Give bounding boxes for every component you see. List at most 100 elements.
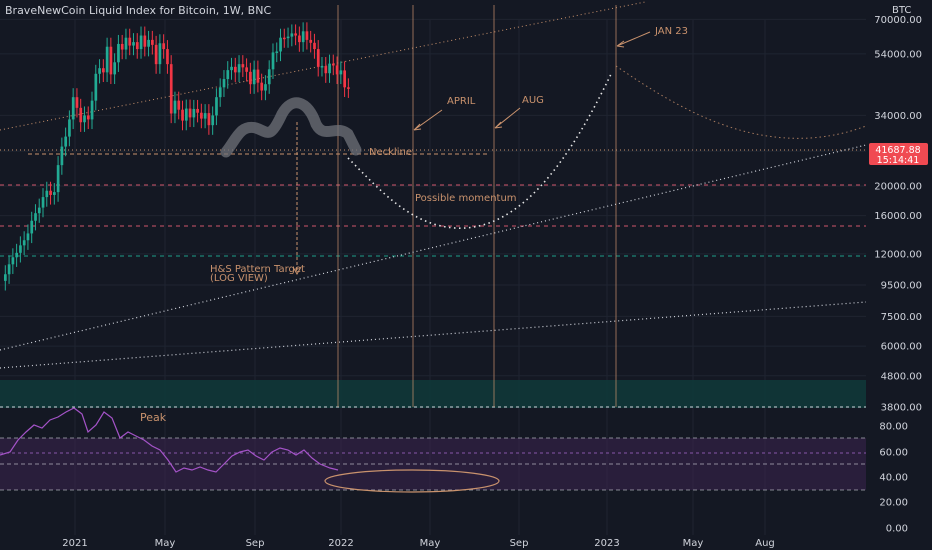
candle: [324, 66, 328, 74]
candle: [15, 252, 19, 258]
price-tick-label: 54000.00: [874, 49, 922, 60]
candle: [309, 39, 313, 43]
candle: [230, 66, 233, 71]
candle: [271, 52, 275, 70]
candle: [26, 233, 30, 241]
candle: [37, 207, 41, 214]
annotation-possible-momentum: Possible momentum: [415, 193, 517, 204]
candle: [98, 68, 101, 74]
rsi-tick-label: 80.00: [879, 422, 908, 433]
price-tick-label: 7500.00: [881, 312, 922, 323]
price-tick-label: 20000.00: [874, 182, 922, 193]
candle: [68, 119, 71, 137]
rsi-line: [0, 407, 339, 473]
time-axis: 2021 May Sep 2022 May Sep 2023 May Aug: [0, 535, 866, 550]
candle: [241, 64, 245, 68]
candle: [316, 49, 320, 67]
candle: [162, 43, 166, 50]
candle: [222, 79, 226, 88]
candle: [169, 64, 173, 114]
candle: [128, 37, 132, 46]
candle: [124, 37, 128, 50]
candle: [188, 108, 192, 118]
countdown-label: 15:14:41: [877, 155, 920, 166]
candle: [298, 35, 301, 43]
price-tick-label: 4800.00: [881, 371, 922, 382]
trend-lines: [0, 1, 867, 369]
candle: [290, 33, 294, 37]
candle: [301, 31, 305, 43]
candle: [139, 35, 143, 50]
candle: [184, 108, 188, 121]
rsi-tick-label: 40.00: [879, 473, 908, 484]
annotation-neckline: Neckline: [369, 147, 412, 158]
candle: [320, 66, 324, 68]
candle: [120, 43, 124, 50]
candle: [41, 197, 45, 208]
candle: [64, 136, 68, 147]
time-tick-label: May: [155, 538, 176, 549]
time-tick-label: Sep: [246, 538, 265, 549]
arrow-jan-23: [616, 31, 651, 48]
candle: [211, 115, 215, 126]
candle: [207, 113, 211, 126]
annotation-peak: Peak: [140, 411, 167, 424]
time-tick-label: 2022: [328, 538, 353, 549]
candle: [147, 39, 150, 47]
last-price-label: 41687.88: [875, 145, 920, 156]
rsi-tick-label: 0.00: [886, 524, 908, 535]
candle: [181, 109, 184, 121]
price-tick-label: 70000.00: [874, 15, 922, 26]
candle: [135, 42, 139, 50]
lower-trendline: [0, 301, 867, 369]
projection-curves: [347, 65, 867, 229]
price-tick-label: 3800.00: [881, 402, 922, 413]
time-tick-label: Aug: [755, 538, 775, 549]
annotation-hs-target: H&S Pattern Target: [210, 264, 305, 275]
candle: [117, 43, 120, 63]
candle: [56, 165, 60, 193]
upper-trendline: [0, 1, 646, 131]
candle: [305, 31, 309, 40]
candle: [286, 36, 290, 39]
candle: [279, 37, 282, 52]
candle: [11, 257, 15, 265]
support-zone: [0, 380, 866, 408]
candle: [79, 107, 83, 123]
time-tick-label: 2023: [594, 538, 619, 549]
candle: [49, 190, 52, 195]
price-tick-label: 9500.00: [881, 281, 922, 292]
time-tick-label: 2021: [62, 538, 87, 549]
candle: [83, 115, 86, 123]
candle: [313, 42, 316, 50]
candle: [252, 69, 256, 85]
candle: [256, 69, 260, 83]
price-axis-bg: [866, 0, 932, 550]
candle: [343, 70, 346, 88]
candle: [158, 43, 162, 65]
candle: [249, 71, 252, 85]
candle: [215, 97, 218, 116]
time-tick-label: Sep: [510, 538, 529, 549]
candle: [4, 274, 7, 281]
rsi-ellipse: [324, 469, 500, 493]
price-axis: 190000.00150000.00120000.0090000.0070000…: [866, 0, 932, 550]
arrow-april: [413, 109, 443, 131]
price-tick-label: 6000.00: [881, 342, 922, 353]
candle: [335, 65, 339, 75]
candle: [200, 112, 203, 119]
candle: [60, 146, 64, 166]
grid: [0, 18, 866, 535]
candle: [22, 240, 26, 246]
candle: [132, 42, 135, 46]
rsi-tick-label: 20.00: [879, 498, 908, 509]
candle: [294, 33, 297, 36]
annotations: [413, 31, 651, 131]
chart-title: BraveNewCoin Liquid Index for Bitcoin, 1…: [5, 4, 271, 17]
candle: [53, 192, 56, 195]
rsi-tick-label: 60.00: [879, 448, 908, 459]
candle: [203, 113, 207, 119]
candle: [260, 82, 264, 91]
